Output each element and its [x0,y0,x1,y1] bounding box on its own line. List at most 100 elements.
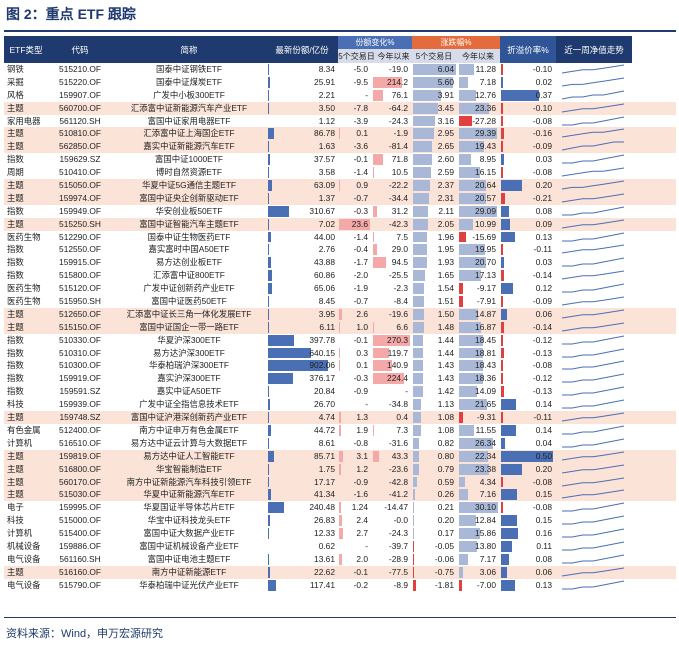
cell-name: 易方达中证云计算与大数据ETF [112,437,266,450]
cell-type-text: 主题 [7,450,24,461]
price-ytd-bar [459,296,463,307]
cell-type-text: 主题 [7,308,24,319]
table-row: 主题 516800.OF 华宝智能制造ETF 1.75 1.2 -23.6 0.79 23.3… [4,462,676,476]
cell-price-5d: 1.08 [412,424,458,437]
cell-share-text: 2.76 [318,244,335,255]
cell-price-ytd: 12.76 [458,89,500,102]
cell-price-5d-text: 2.59 [437,167,454,178]
cell-price-ytd-text: -15.69 [472,231,496,242]
cell-code-text: 515950.SH [59,296,101,307]
cell-code: 159886.OF [48,540,112,553]
cell-share-5d-text: -0.3 [353,373,368,384]
table-row: 电气设备 561160.SH 富国中证电池主题ETF 13.61 2.0 -28.9 -0.… [4,553,676,566]
cell-price-5d-text: 0.20 [437,515,454,526]
cell-price-5d: -0.06 [412,553,458,566]
discount-bar [501,579,515,591]
cell-price-ytd: 8.95 [458,153,500,166]
cell-discount-text: -0.11 [533,244,552,255]
cell-share-ytd-text: 94.5 [391,257,408,268]
cell-price-ytd-text: -9.31 [476,412,496,423]
cell-price-5d-text: 1.54 [437,283,454,294]
cell-share-text: 41.34 [314,489,335,500]
cell-share-text: 1.37 [318,192,335,203]
discount-bar [501,167,503,179]
price-5d-bar [413,463,419,475]
trend-sparkline [562,541,625,551]
cell-share-ytd: -19.6 [372,308,412,321]
cell-price-5d-text: 1.43 [437,360,454,371]
cell-code-text: 516510.OF [59,437,101,448]
cell-type: 主题 [4,192,48,205]
cell-code: 516800.OF [48,463,112,476]
cell-name: 华夏沪深300ETF [112,334,266,347]
cell-share-ytd-text: -23.6 [388,463,408,474]
trend-line [562,541,625,551]
price-ytd-bar [459,502,498,514]
trend-line [562,386,625,396]
cell-share-5d-text: -3.6 [353,141,368,152]
cell-share-ytd: -64.2 [372,102,412,115]
cell-name-text: 汇添富中证800ETF [153,270,225,281]
cell-code: 159915.OF [48,256,112,269]
cell-trend [556,359,632,372]
cell-trend [556,372,632,385]
cell-share: 86.78 [266,127,338,140]
cell-name: 广发中小板300ETF [112,89,266,102]
cell-name: 嘉实中证A50ETF [112,385,266,398]
cell-discount-text: -0.12 [532,334,552,345]
cell-price-ytd: 18.43 [458,359,500,372]
cell-price-ytd: 30.10 [458,501,500,514]
cell-code: 561160.SH [48,553,112,566]
cell-price-ytd: 10.99 [458,218,500,231]
cell-discount: 0.11 [500,540,556,553]
cell-price-5d-text: 1.44 [437,334,454,345]
cell-type: 指数 [4,243,48,256]
cell-share: 2.76 [266,243,338,256]
discount-bar [501,154,505,166]
cell-type: 家用电器 [4,115,48,128]
cell-discount-text: 0.04 [535,437,552,448]
header-trend: 近一周净值走势 [556,36,632,63]
cell-share-ytd: -19.0 [372,63,412,76]
share-ytd-bar [373,205,378,217]
cell-code: 512550.OF [48,243,112,256]
cell-share-5d-text: 1.0 [356,321,368,332]
cell-price-ytd: 29.39 [458,127,500,140]
cell-price-ytd: 20.57 [458,192,500,205]
cell-discount-text: 0.14 [535,399,552,410]
header-type: ETF类型 [4,36,48,63]
discount-bar [501,141,503,153]
price-ytd-bar [459,476,465,488]
cell-share-5d-text: -0.8 [353,437,368,448]
cell-price-ytd-text: 26.34 [475,437,496,448]
cell-price-5d: 1.43 [412,372,458,385]
cell-price-ytd-text: 8.95 [479,154,496,165]
trend-sparkline [561,64,625,74]
cell-discount: -0.08 [500,501,556,514]
cell-share-ytd: 43.3 [372,450,412,463]
cell-type: 医药生物 [4,295,48,308]
share-bar [268,64,269,75]
cell-share-5d-text: 2.7 [356,528,368,539]
cell-price-ytd: 26.34 [458,437,500,450]
cell-share: 0.62 [266,540,338,553]
cell-price-5d: 1.44 [412,347,458,360]
cell-name: 汇添富中证上海国企ETF [112,127,266,140]
trend-line [561,167,625,177]
cell-discount-text: 0.03 [535,257,552,268]
cell-price-ytd-text: 16.15 [475,167,496,178]
cell-code: 159629.SZ [48,153,112,166]
share-ytd-bar [373,231,375,243]
cell-price-5d-text: 1.42 [437,386,454,397]
share-ytd-bar [373,244,377,256]
cell-price-5d-text: 0.21 [437,502,454,513]
cell-discount: 0.37 [500,89,556,102]
trend-sparkline [561,464,625,474]
cell-name: 嘉实中证新能源汽车ETF [112,140,266,153]
trend-sparkline [561,477,625,486]
cell-discount-text: -0.21 [532,192,552,203]
figure-title: 图 2：重点 ETF 跟踪 [6,6,136,22]
cell-name-text: 嘉实中证新能源汽车ETF [143,141,235,152]
cell-price-5d: -0.05 [412,540,458,553]
price-5d-bar [413,386,424,398]
